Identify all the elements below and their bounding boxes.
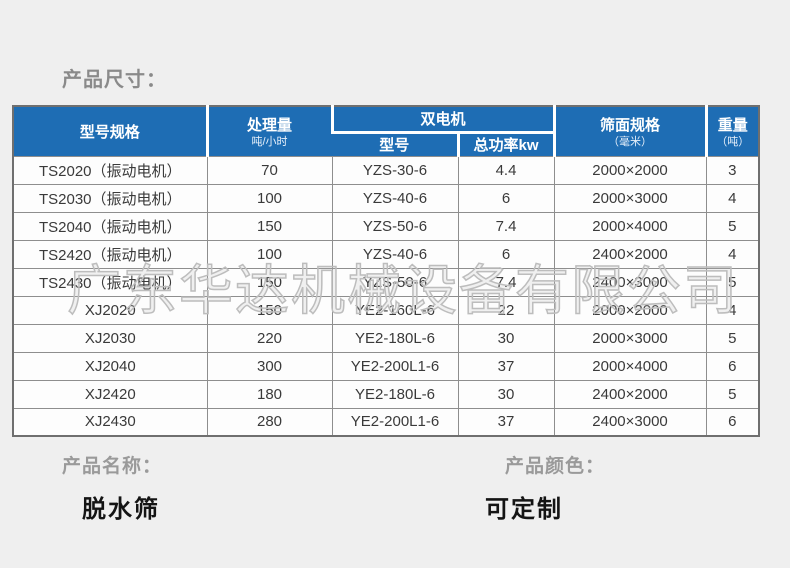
cell-capacity: 100 — [206, 183, 333, 213]
cell-motor-model: YZS-50-6 — [331, 211, 459, 241]
cell-model: XJ2020 — [12, 295, 208, 325]
spec-table: 型号规格 处理量 吨/小时 双电机 筛面规格 （毫米） 重量 — [12, 105, 761, 437]
cell-screen-size: 2000×4000 — [553, 211, 707, 241]
table-row: TS2020（振动电机） 70 YZS-30-6 4.4 2000×2000 3 — [12, 155, 760, 185]
spec-table-container: 型号规格 处理量 吨/小时 双电机 筛面规格 （毫米） 重量 — [12, 105, 761, 437]
header-weight-label: 重量 — [717, 117, 748, 135]
cell-motor-power: 7.4 — [457, 211, 555, 241]
cell-screen-size: 2000×2000 — [553, 295, 707, 325]
table-row: XJ2430 280 YE2-200L1-6 37 2400×3000 6 — [12, 407, 760, 437]
cell-weight: 3 — [705, 155, 760, 185]
header-capacity-label: 处理量 — [246, 117, 292, 135]
cell-capacity: 100 — [206, 239, 333, 269]
header-motor-power-label: 总功率kw — [473, 137, 539, 154]
cell-capacity: 280 — [206, 407, 333, 437]
cell-motor-model: YZS-50-6 — [331, 267, 459, 297]
cell-model: TS2040（振动电机） — [12, 211, 208, 241]
cell-model: TS2420（振动电机） — [12, 239, 208, 269]
page-title: 产品尺寸： — [62, 69, 167, 91]
cell-motor-power: 37 — [457, 407, 555, 437]
cell-screen-size: 2000×3000 — [553, 183, 707, 213]
header-screen-size-label: 筛面规格 — [600, 117, 661, 135]
cell-screen-size: 2000×2000 — [553, 155, 707, 185]
cell-screen-size: 2400×3000 — [553, 407, 707, 437]
cell-motor-power: 37 — [457, 351, 555, 381]
cell-motor-model: YZS-40-6 — [331, 183, 459, 213]
cell-motor-model: YE2-180L-6 — [331, 323, 459, 353]
cell-screen-size: 2400×2000 — [553, 239, 707, 269]
cell-motor-power: 30 — [457, 323, 555, 353]
product-color-label: 产品颜色： — [505, 456, 606, 477]
header-weight-unit: （吨） — [716, 136, 750, 149]
cell-model: TS2030（振动电机） — [12, 183, 208, 213]
cell-model: XJ2030 — [12, 323, 208, 353]
cell-motor-model: YE2-180L-6 — [331, 379, 459, 409]
cell-model: XJ2040 — [12, 351, 208, 381]
table-row: TS2040（振动电机） 150 YZS-50-6 7.4 2000×4000 … — [12, 211, 760, 241]
cell-weight: 4 — [705, 239, 760, 269]
header-motor-model: 型号 — [332, 132, 458, 156]
cell-motor-model: YE2-160L-6 — [331, 295, 459, 325]
cell-weight: 5 — [705, 267, 760, 297]
cell-motor-power: 4.4 — [457, 155, 555, 185]
header-capacity: 处理量 吨/小时 — [205, 106, 332, 156]
cell-screen-size: 2000×3000 — [553, 323, 707, 353]
cell-weight: 5 — [705, 379, 760, 409]
header-weight: 重量 （吨） — [704, 106, 760, 156]
cell-motor-model: YE2-200L1-6 — [331, 407, 459, 437]
table-row: TS2430（振动电机） 150 YZS-50-6 7.4 2400×3000 … — [12, 267, 760, 297]
cell-weight: 6 — [705, 407, 760, 437]
cell-capacity: 150 — [206, 211, 333, 241]
header-model-label: 型号规格 — [79, 123, 140, 141]
header-model: 型号规格 — [13, 106, 207, 156]
table-row: XJ2420 180 YE2-180L-6 30 2400×2000 5 — [12, 379, 760, 409]
cell-motor-model: YE2-200L1-6 — [331, 351, 459, 381]
cell-model: TS2020（振动电机） — [12, 155, 208, 185]
header-dual-motor-label: 双电机 — [420, 111, 466, 129]
cell-model: TS2430（振动电机） — [12, 267, 208, 297]
cell-screen-size: 2400×2000 — [553, 379, 707, 409]
cell-capacity: 300 — [206, 351, 333, 381]
cell-weight: 5 — [705, 211, 760, 241]
cell-capacity: 180 — [206, 379, 333, 409]
table-row: XJ2030 220 YE2-180L-6 30 2000×3000 5 — [12, 323, 760, 353]
product-name-label: 产品名称： — [62, 456, 163, 477]
table-row: XJ2020 150 YE2-160L-6 22 2000×2000 4 — [12, 295, 760, 325]
header-motor-model-label: 型号 — [379, 137, 410, 154]
header-dual-motor: 双电机 — [330, 106, 555, 134]
spec-table-body: TS2020（振动电机） 70 YZS-30-6 4.4 2000×2000 3… — [12, 155, 760, 437]
header-capacity-unit: 吨/小时 — [251, 136, 288, 149]
cell-capacity: 70 — [206, 155, 333, 185]
cell-capacity: 150 — [206, 295, 333, 325]
cell-motor-power: 30 — [457, 379, 555, 409]
cell-model: XJ2430 — [12, 407, 208, 437]
cell-weight: 4 — [705, 183, 760, 213]
cell-motor-power: 7.4 — [457, 267, 555, 297]
cell-model: XJ2420 — [12, 379, 208, 409]
spec-table-header: 型号规格 处理量 吨/小时 双电机 筛面规格 （毫米） 重量 — [13, 106, 760, 156]
cell-screen-size: 2400×3000 — [553, 267, 707, 297]
cell-motor-power: 6 — [457, 183, 555, 213]
cell-motor-model: YZS-40-6 — [331, 239, 459, 269]
header-motor-power: 总功率kw — [456, 132, 555, 156]
cell-motor-power: 6 — [457, 239, 555, 269]
table-row: TS2030（振动电机） 100 YZS-40-6 6 2000×3000 4 — [12, 183, 760, 213]
table-row: TS2420（振动电机） 100 YZS-40-6 6 2400×2000 4 — [12, 239, 760, 269]
table-row: XJ2040 300 YE2-200L1-6 37 2000×4000 6 — [12, 351, 760, 381]
cell-capacity: 220 — [206, 323, 333, 353]
cell-weight: 6 — [705, 351, 760, 381]
cell-motor-model: YZS-30-6 — [331, 155, 459, 185]
cell-motor-power: 22 — [457, 295, 555, 325]
cell-screen-size: 2000×4000 — [553, 351, 707, 381]
cell-capacity: 150 — [206, 267, 333, 297]
cell-weight: 4 — [705, 295, 760, 325]
product-color-value: 可定制 — [485, 496, 563, 523]
header-screen-size-unit: （毫米） — [608, 136, 653, 149]
cell-weight: 5 — [705, 323, 760, 353]
product-name-value: 脱水筛 — [82, 496, 160, 523]
header-screen-size: 筛面规格 （毫米） — [552, 106, 707, 156]
